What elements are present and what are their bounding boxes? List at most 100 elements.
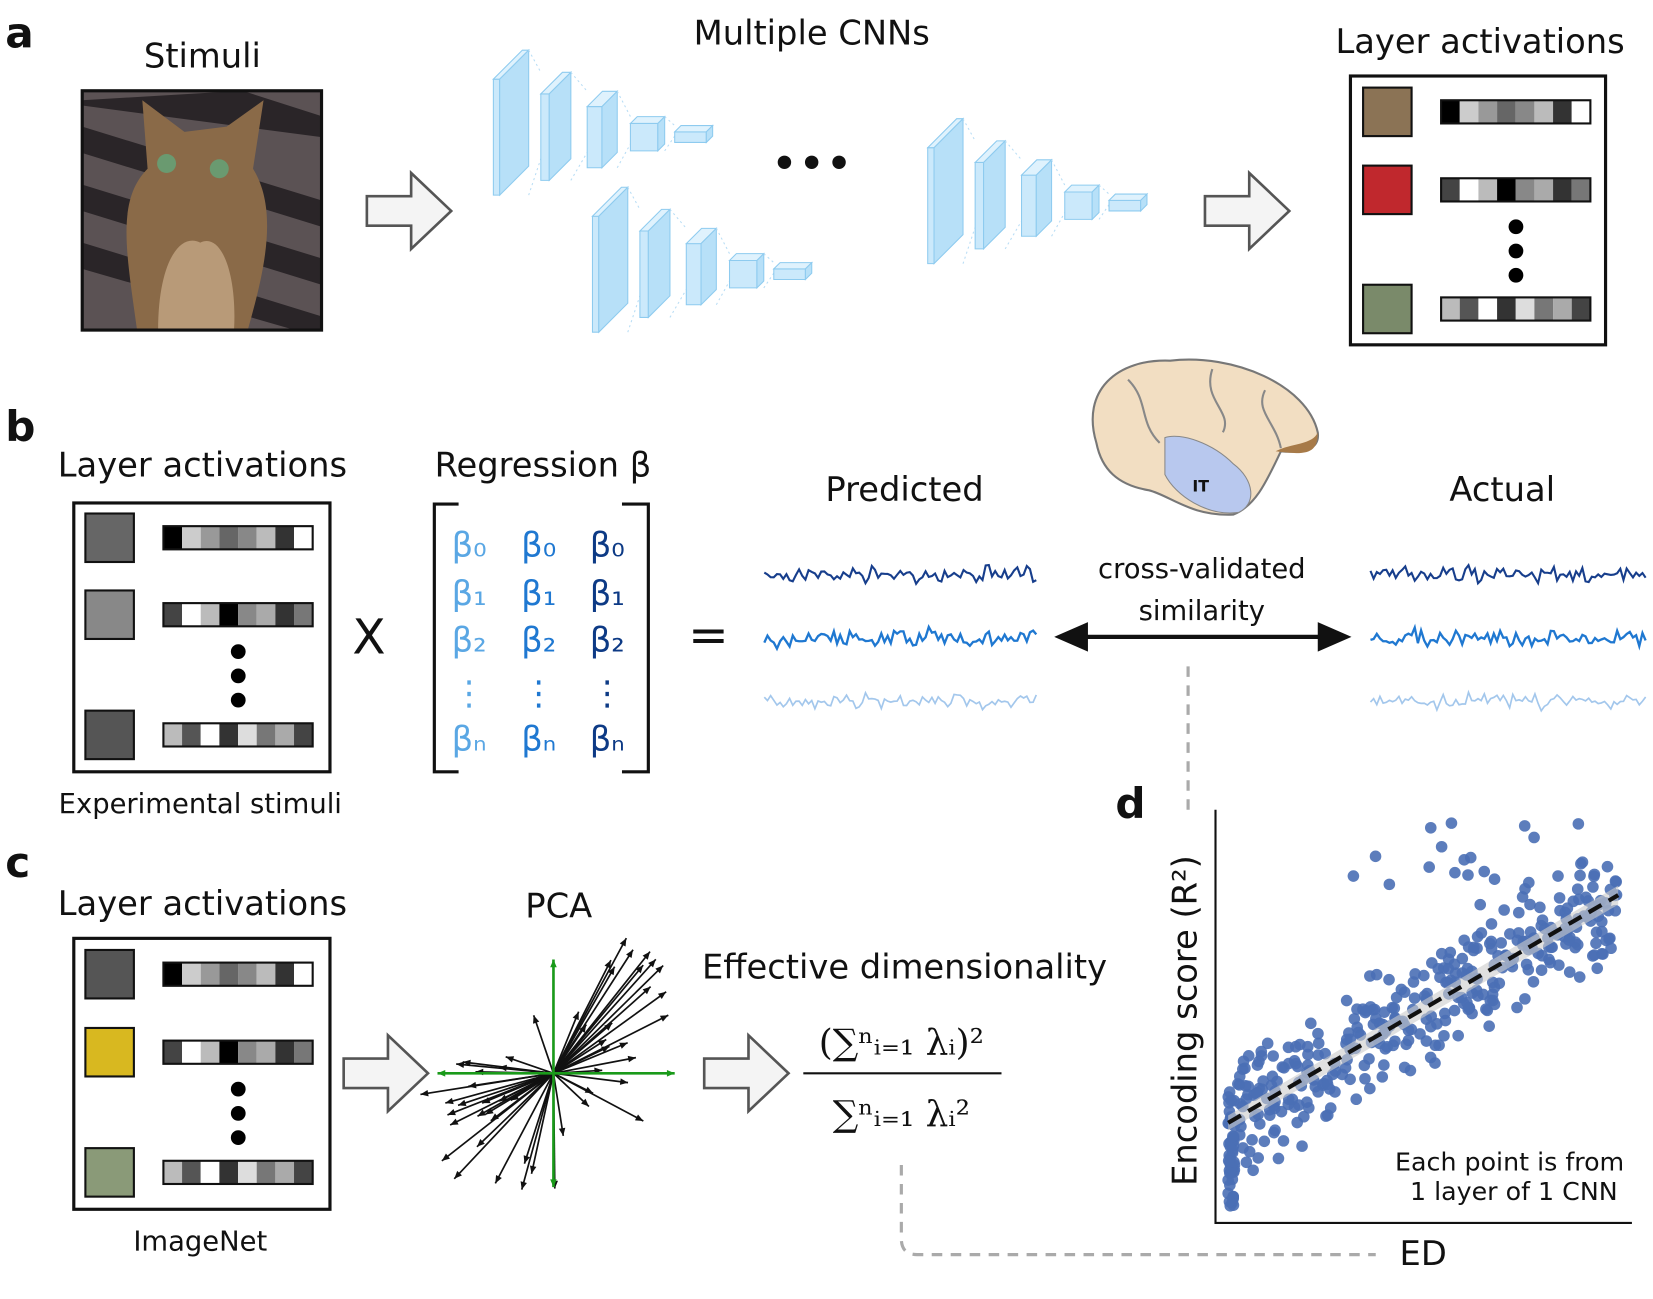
scatter-point bbox=[1402, 1034, 1415, 1047]
confidence-band bbox=[1228, 885, 1619, 1131]
activation-strip bbox=[162, 722, 314, 748]
vector-head bbox=[495, 1174, 502, 1184]
activations bbox=[1362, 86, 1592, 335]
activation-cell bbox=[256, 1160, 276, 1184]
vector-head bbox=[533, 1015, 540, 1024]
scatter-point bbox=[1424, 1051, 1437, 1064]
activation-strip bbox=[162, 525, 314, 551]
dot bbox=[1508, 243, 1524, 259]
vector bbox=[552, 1011, 580, 1074]
scatter-point bbox=[1574, 869, 1586, 882]
activation-cell bbox=[1441, 178, 1460, 202]
matrix-bracket bbox=[432, 502, 650, 774]
activations bbox=[84, 512, 314, 761]
vector bbox=[457, 1072, 554, 1107]
activation-cell bbox=[238, 603, 257, 627]
activation-cell bbox=[1441, 297, 1460, 321]
scatter-point bbox=[1588, 870, 1600, 883]
brain bbox=[1091, 358, 1319, 516]
scatter-point bbox=[1498, 904, 1510, 916]
activation-cell bbox=[256, 1040, 276, 1064]
operator: X bbox=[352, 610, 385, 666]
activation-cell bbox=[182, 1160, 201, 1184]
trend-line bbox=[1227, 893, 1620, 1125]
scatter-point bbox=[1535, 964, 1548, 976]
scatter-point bbox=[1347, 870, 1360, 882]
scatter-point bbox=[1609, 875, 1622, 887]
activation-cell bbox=[1571, 178, 1591, 202]
vector bbox=[532, 1015, 555, 1074]
title: Stimuli bbox=[144, 37, 261, 76]
activation-cell bbox=[1478, 178, 1498, 202]
vector bbox=[553, 1041, 629, 1075]
layer-block bbox=[629, 122, 659, 152]
scatter-point bbox=[1571, 938, 1584, 951]
activation-cell bbox=[1553, 100, 1572, 124]
beta: β₁ bbox=[590, 574, 625, 613]
layer-block bbox=[804, 261, 813, 281]
operator: = bbox=[688, 608, 729, 664]
title: Layer activations bbox=[58, 884, 347, 923]
activation-cell bbox=[219, 603, 239, 627]
vector-head bbox=[437, 1070, 446, 1077]
thumbnail bbox=[84, 948, 135, 1000]
scatter-point bbox=[1522, 963, 1535, 976]
activation-cell bbox=[200, 962, 220, 986]
activation-cell bbox=[219, 1040, 239, 1064]
beta: ⋮ bbox=[452, 673, 486, 712]
beta: β₂ bbox=[521, 621, 556, 660]
activation-cell bbox=[163, 962, 183, 986]
dashed-connector bbox=[899, 666, 1376, 1257]
scatter-point bbox=[1553, 959, 1565, 971]
vector bbox=[553, 1014, 669, 1075]
scatter-point bbox=[1587, 950, 1599, 962]
title: Actual bbox=[1449, 470, 1555, 509]
scatter-point bbox=[1462, 869, 1474, 881]
layer-block bbox=[1064, 191, 1093, 220]
layer-block bbox=[548, 71, 572, 182]
scatter-point bbox=[1312, 1086, 1324, 1098]
connector bbox=[664, 116, 676, 152]
scatter-point bbox=[1359, 1072, 1371, 1085]
scatter-point bbox=[1276, 1061, 1289, 1073]
activation-cell bbox=[275, 1160, 295, 1184]
signal-trace bbox=[1370, 623, 1647, 651]
activation-cell bbox=[1553, 297, 1572, 321]
connector bbox=[627, 186, 641, 333]
layer-block bbox=[657, 115, 666, 153]
beta-matrix: β₀ β₁ β₂ ⋮ βₙ β₀ β₁ β₂ ⋮ βₙ β₀ β₁ β₂ ⋮ βₙ bbox=[452, 526, 625, 759]
vector bbox=[453, 1072, 555, 1180]
scatter-point bbox=[1408, 992, 1421, 1004]
activation-cell bbox=[275, 526, 295, 550]
scatter-point bbox=[1466, 1007, 1478, 1020]
activation-cell bbox=[1534, 178, 1554, 202]
activation-cell bbox=[256, 603, 276, 627]
activation-cell bbox=[200, 1160, 220, 1184]
caption: Experimental stimuli bbox=[59, 789, 342, 820]
scatter-point bbox=[1288, 1055, 1301, 1067]
activation-cell bbox=[294, 526, 313, 550]
vector-head bbox=[420, 1089, 429, 1097]
signal-trace bbox=[1369, 689, 1647, 713]
vector-head bbox=[648, 959, 656, 968]
thumbnail bbox=[84, 1026, 135, 1078]
beta: β₂ bbox=[590, 621, 625, 660]
scatter-point bbox=[1226, 1130, 1239, 1143]
scatter-point bbox=[1534, 901, 1546, 914]
thumbnail bbox=[84, 709, 135, 761]
vector-head bbox=[657, 991, 667, 1000]
scatter-point bbox=[1253, 1055, 1265, 1068]
scatter-point bbox=[1350, 1093, 1363, 1106]
vector-head bbox=[445, 1097, 454, 1105]
beta: βₙ bbox=[521, 720, 556, 759]
panel-label: b bbox=[5, 402, 35, 451]
scatter-point bbox=[1247, 1164, 1259, 1177]
scatter-point bbox=[1424, 821, 1437, 834]
scatter-point bbox=[1563, 934, 1575, 946]
activation-strip bbox=[1440, 296, 1592, 322]
activation-cell bbox=[182, 526, 201, 550]
thumbnail bbox=[1362, 164, 1413, 216]
dot bbox=[1508, 267, 1524, 283]
scatter-point bbox=[1424, 1020, 1437, 1033]
vector-head bbox=[462, 1059, 471, 1067]
